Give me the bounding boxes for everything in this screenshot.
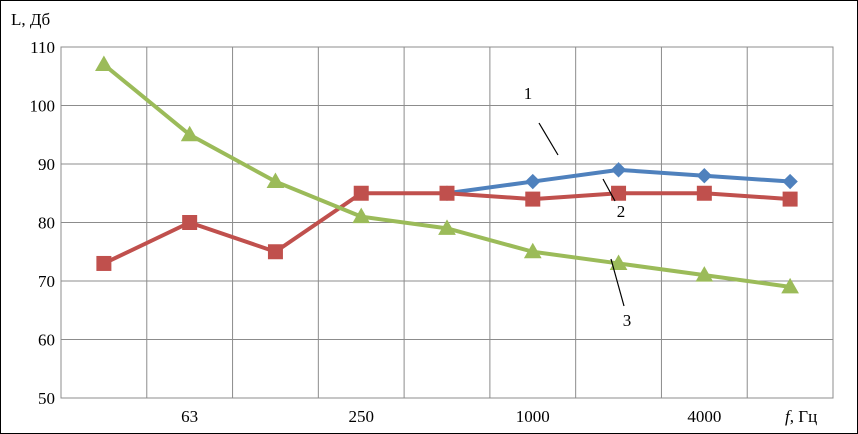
data-point — [696, 185, 712, 201]
x-tick-label: 1000 — [516, 407, 550, 426]
data-point — [610, 162, 627, 178]
data-point — [180, 125, 199, 142]
data-point — [782, 191, 798, 207]
data-point — [523, 242, 542, 259]
data-point — [609, 254, 628, 270]
data-point — [352, 207, 371, 224]
y-tick-label: 90 — [38, 155, 55, 174]
x-axis-label: f, Гц — [785, 407, 817, 426]
y-tick-label: 100 — [30, 97, 56, 116]
data-point — [695, 266, 714, 282]
series-lines — [95, 55, 799, 294]
x-axis-label-symbol: f — [785, 407, 792, 426]
data-point — [266, 172, 285, 189]
data-point — [611, 185, 627, 201]
data-point — [439, 185, 455, 201]
annotation-label: 3 — [623, 311, 632, 330]
y-tick-label: 110 — [30, 38, 55, 57]
y-tick-label: 80 — [38, 214, 55, 233]
series-3 — [95, 55, 799, 294]
x-tick-label: 250 — [348, 407, 374, 426]
series-2 — [96, 185, 798, 271]
y-tick-label: 70 — [38, 272, 55, 291]
annotation-label: 2 — [617, 202, 626, 221]
data-point — [182, 215, 198, 230]
annotation-leader — [610, 258, 625, 307]
y-tick-labels: 50 60 70 80 90 100 110 — [30, 38, 56, 408]
data-point — [438, 219, 456, 235]
data-point — [353, 185, 369, 201]
x-tick-label: 4000 — [687, 407, 721, 426]
data-point — [696, 167, 713, 184]
data-point — [525, 191, 541, 207]
data-point — [267, 244, 283, 260]
data-point — [96, 255, 112, 271]
data-point — [95, 55, 113, 72]
y-tick-label: 60 — [38, 331, 55, 350]
data-point — [525, 173, 541, 190]
plot-frame — [60, 46, 834, 399]
annotations: 1 2 3 — [524, 84, 632, 330]
y-tick-label: 50 — [38, 389, 55, 408]
x-axis-label-unit: , Гц — [790, 407, 817, 426]
annotation-leader — [602, 178, 616, 202]
y-axis-label: L, Дб — [11, 10, 50, 29]
annotation-leader — [538, 122, 559, 156]
x-tick-label: 63 — [181, 407, 198, 426]
data-point — [782, 173, 798, 190]
annotation-label: 1 — [524, 84, 533, 103]
data-point — [781, 277, 799, 294]
x-tick-labels: 63 250 1000 4000 — [181, 407, 721, 426]
grid — [60, 46, 834, 399]
